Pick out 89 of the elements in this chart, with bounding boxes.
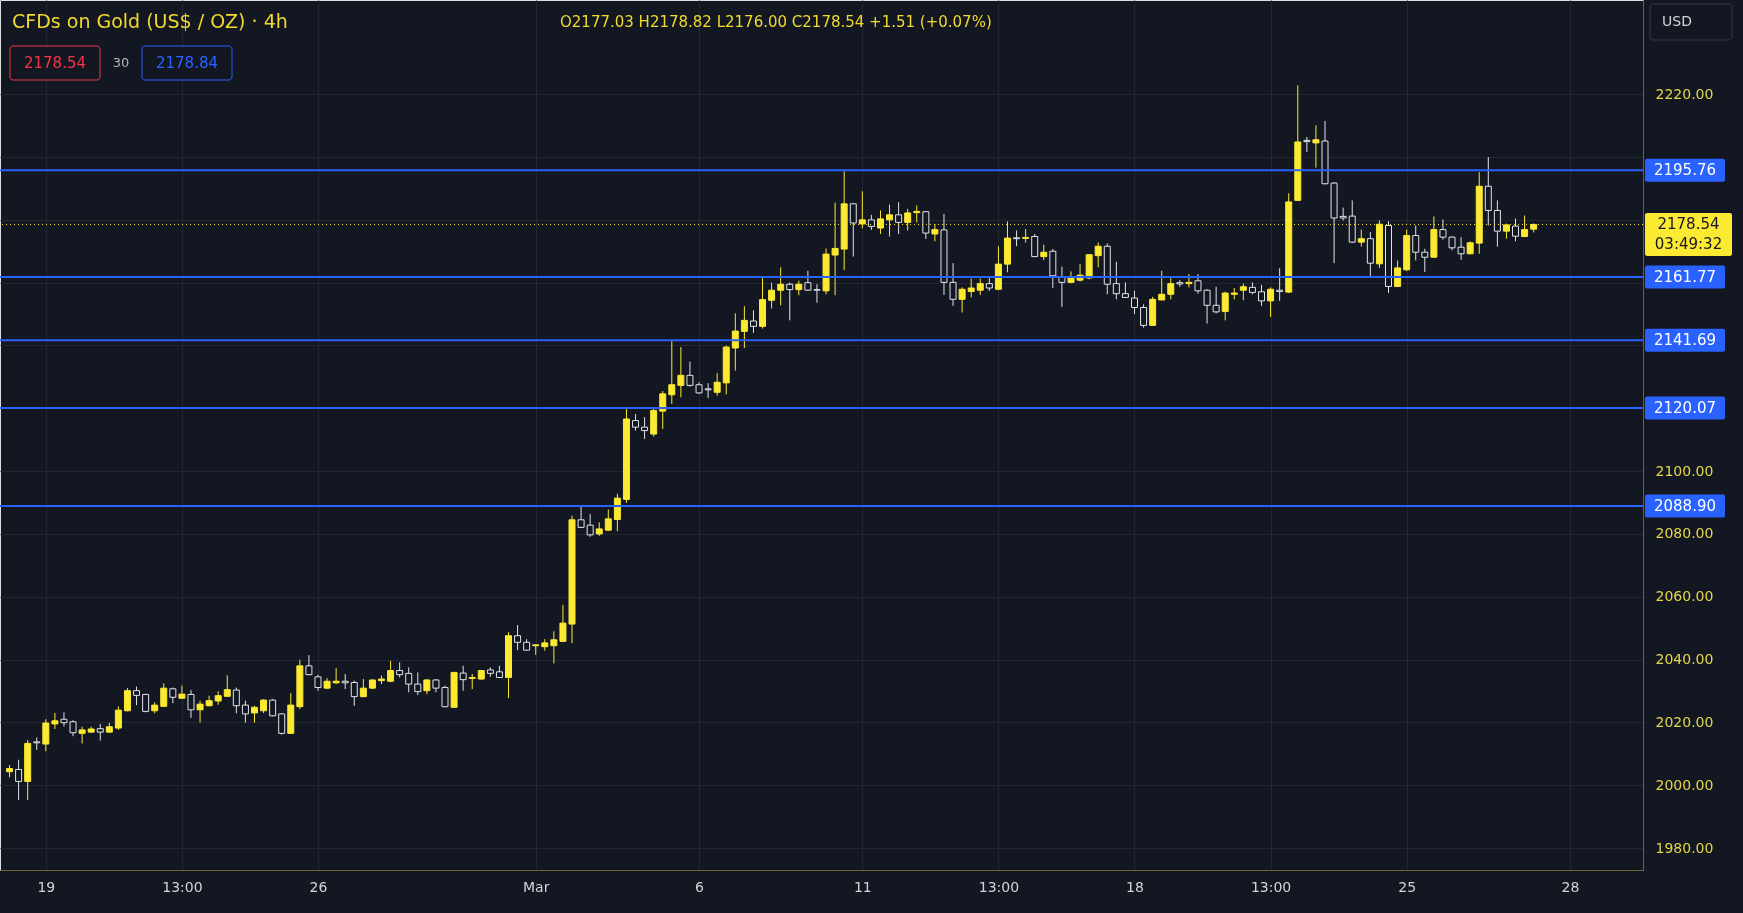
candlestick [1303, 136, 1311, 153]
candlestick [51, 712, 59, 730]
y-tick-label: 2060.00 [1655, 588, 1714, 605]
text: 03:49:32 [1654, 235, 1723, 254]
ref-line-label: 2195.76 [1653, 161, 1717, 180]
candlestick [659, 390, 667, 430]
annotation: O2177.03 H2178.82 L2176.00 C2178.54 +1.51 (+0.07%) [560, 13, 992, 31]
candlestick [1267, 286, 1275, 318]
candlestick [749, 309, 757, 334]
candlestick [15, 759, 23, 801]
candlestick [577, 506, 585, 529]
x-tick-label: 6 [695, 878, 705, 895]
candlestick [133, 686, 141, 706]
y-tick-label: 2080.00 [1655, 525, 1714, 542]
y-tick-label: 2040.00 [1655, 651, 1714, 668]
candlestick [668, 339, 676, 405]
x-tick-label: 13:00 [978, 878, 1020, 895]
candlestick [1493, 199, 1501, 248]
ref-line-label: 2088.90 [1653, 496, 1717, 515]
y-tick-label: 2020.00 [1655, 713, 1714, 730]
candlestick [405, 666, 413, 693]
candlestick [777, 266, 785, 306]
annotation: 30 [112, 55, 130, 70]
candlestick [1140, 303, 1148, 329]
candlestick [849, 202, 857, 258]
x-tick-label: 13:00 [1250, 878, 1292, 895]
ref-line-label: 2178.54 [1657, 215, 1720, 234]
candlestick [1412, 225, 1420, 261]
candlestick [42, 718, 50, 752]
x-tick-label: 19 [37, 878, 56, 895]
candlestick [178, 685, 186, 700]
candlestick [223, 674, 231, 698]
candlestick [1130, 290, 1138, 315]
candlestick [786, 282, 794, 321]
candlestick [160, 682, 168, 708]
ref-line-label: 2120.07 [1653, 399, 1717, 418]
candlestick [613, 493, 621, 532]
candlestick [1112, 261, 1120, 300]
candlestick [713, 372, 721, 397]
candlestick [586, 513, 594, 538]
candlestick [1094, 241, 1102, 268]
y-tick-label: 1980.00 [1655, 839, 1714, 856]
annotation: 2178.84 [155, 54, 219, 72]
x-tick-label: 13:00 [162, 878, 203, 895]
x-tick-label: 11 [853, 878, 872, 895]
text: USD [1662, 13, 1692, 29]
candlestick [1312, 124, 1320, 169]
candlestick [232, 687, 240, 714]
candlestick [895, 201, 903, 235]
x-tick-label: 25 [1398, 878, 1417, 895]
y-tick-label: 2000.00 [1655, 776, 1714, 793]
y-tick-label: 2220.00 [1655, 85, 1714, 102]
candlestick [731, 312, 739, 372]
candlestick [677, 346, 685, 398]
candlestick [1512, 218, 1520, 242]
ref-line-label: 2141.69 [1653, 331, 1717, 350]
candlestick [641, 416, 649, 440]
candlestick [514, 624, 522, 651]
x-tick-label: 28 [1561, 878, 1580, 895]
candlestick [278, 712, 286, 736]
candlestick [1158, 270, 1166, 301]
x-tick-label: 18 [1126, 878, 1144, 895]
candlestick [922, 210, 930, 240]
candlestick [114, 705, 122, 731]
ref-line-label: 2161.77 [1653, 268, 1717, 287]
candlestick [1167, 277, 1175, 300]
y-tick-label: 2100.00 [1655, 462, 1714, 479]
text: CFDs on Gold (US$ / OZ) · 4h [12, 10, 288, 32]
candlestick [459, 665, 467, 692]
candlestick [1176, 279, 1184, 288]
candlestick [768, 282, 776, 309]
candlestick [241, 700, 249, 724]
x-tick-label: 26 [309, 878, 328, 895]
candlestick [350, 680, 358, 707]
candlestick [1221, 291, 1229, 321]
x-tick-label: Mar [523, 878, 550, 895]
annotation: 2178.54 [23, 54, 87, 72]
candlestick [78, 726, 86, 744]
candlestick [650, 408, 658, 438]
candlestick [967, 278, 975, 298]
candlestick [1185, 273, 1193, 288]
candlestick [958, 286, 966, 314]
candlestick [1258, 284, 1265, 307]
candlestick [1421, 248, 1429, 273]
candlestick [1276, 267, 1284, 302]
candlestick [1394, 259, 1402, 288]
candlestick [414, 671, 422, 696]
candlestick [187, 689, 195, 719]
candlestick [740, 305, 748, 349]
